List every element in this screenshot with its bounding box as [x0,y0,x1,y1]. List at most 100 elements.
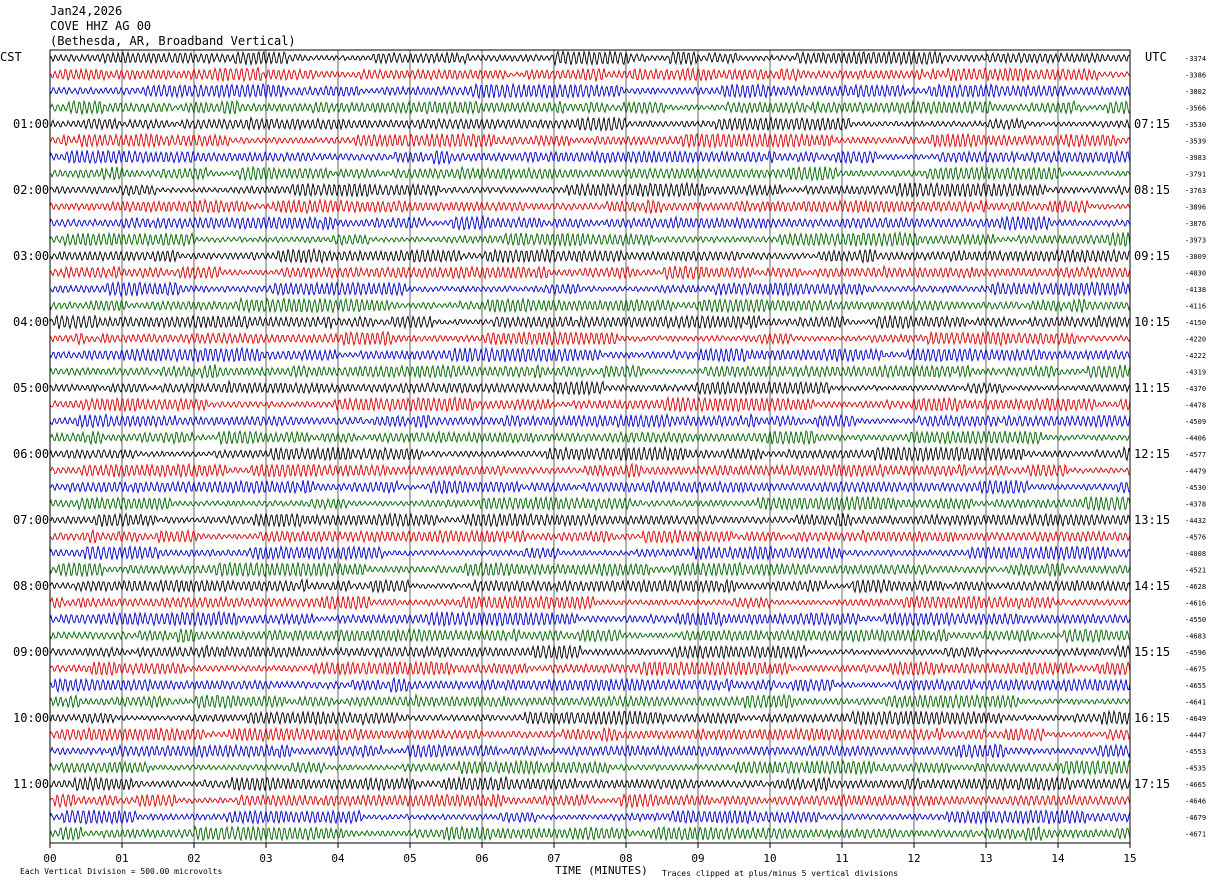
right-hour-label: 09:15 [1134,249,1170,263]
right-hour-label: 14:15 [1134,579,1170,593]
row-offset-label: -3763 [1185,187,1206,195]
trace-row [49,478,1131,496]
row-offset-label: -4616 [1185,600,1206,608]
row-offset-label: -3896 [1185,204,1206,212]
trace-row [49,610,1131,628]
trace-row [49,198,1131,215]
row-offset-label: -4447 [1185,732,1206,740]
trace-row [49,676,1131,694]
row-offset-label: -4576 [1185,534,1206,542]
x-tick-label: 08 [619,852,632,865]
trace-row [49,759,1131,776]
row-offset-label: -3809 [1185,253,1206,261]
row-offset-label: -4138 [1185,286,1206,294]
trace-row [49,247,1131,265]
row-offset-label: -4509 [1185,418,1206,426]
row-offset-label: -4530 [1185,484,1206,492]
trace-row [49,280,1131,298]
trace-row [49,264,1131,281]
row-offset-label: -3386 [1185,72,1206,80]
trace-row [49,709,1131,727]
x-tick-label: 05 [403,852,416,865]
trace-row [49,825,1131,842]
left-hour-label: 04:00 [13,315,49,329]
trace-row [49,82,1131,100]
trace-row [49,379,1131,397]
trace-row [49,149,1131,166]
row-offset-label: -4646 [1185,798,1206,806]
x-tick-label: 11 [835,852,848,865]
x-tick-label: 06 [475,852,488,865]
station-location: (Bethesda, AR, Broadband Vertical) [50,34,296,48]
row-offset-label: -4220 [1185,336,1206,344]
row-offset-label: -4641 [1185,699,1206,707]
row-offset-label: -3566 [1185,105,1206,113]
trace-row [49,462,1131,479]
clip-note: Traces clipped at plus/minus 5 vertical … [662,869,898,878]
left-hour-label: 10:00 [13,711,49,725]
x-tick-label: 03 [259,852,272,865]
row-offset-label: -3374 [1185,55,1206,63]
x-tick-label: 02 [187,852,200,865]
trace-row [49,594,1131,611]
row-offset-label: -4679 [1185,814,1206,822]
left-hour-label: 03:00 [13,249,49,263]
left-hour-label: 07:00 [13,513,49,527]
x-tick-label: 01 [115,852,128,865]
trace-row [49,346,1131,363]
trace-row [49,181,1131,199]
trace-row [49,660,1131,677]
trace-row [49,99,1131,116]
left-hour-label: 02:00 [13,183,49,197]
right-hour-label: 13:15 [1134,513,1170,527]
row-offset-label: -4432 [1185,517,1206,525]
trace-row [49,775,1131,793]
row-offset-label: -4649 [1185,715,1206,723]
plot-frame [49,49,1131,844]
trace-row [49,445,1131,463]
trace-row [49,742,1131,760]
trace-row [49,495,1131,512]
left-hour-label: 09:00 [13,645,49,659]
row-offset-label: -4628 [1185,583,1206,591]
row-offset-label: -4378 [1185,501,1206,509]
row-offset-label: -4577 [1185,451,1206,459]
left-hour-label: 08:00 [13,579,49,593]
trace-row [49,115,1131,133]
right-hour-label: 15:15 [1134,645,1170,659]
trace-row [49,214,1131,232]
row-offset-label: -4535 [1185,765,1206,773]
right-timezone: UTC [1145,50,1167,64]
right-hour-label: 17:15 [1134,777,1170,791]
row-offset-label: -4150 [1185,319,1206,327]
right-hour-label: 11:15 [1134,381,1170,395]
row-offset-label: -4478 [1185,402,1206,410]
left-hour-label: 06:00 [13,447,49,461]
row-offset-label: -4665 [1185,781,1206,789]
trace-row [49,395,1131,414]
right-hour-label: 10:15 [1134,315,1170,329]
plot-date: Jan24,2026 [50,4,123,18]
trace-row [49,792,1131,809]
trace-row [49,692,1131,710]
row-offset-label: -3530 [1185,121,1206,129]
trace-row [49,512,1131,529]
trace-row [49,165,1131,182]
trace-rows [49,49,1131,842]
trace-row [49,429,1131,446]
right-hour-label: 08:15 [1134,183,1170,197]
trace-row [49,412,1131,429]
row-offset-label: -3802 [1185,88,1206,96]
row-offset-label: -4683 [1185,633,1206,641]
station-title: COVE HHZ AG 00 [50,19,152,33]
trace-row [49,808,1131,826]
row-offset-label: -4222 [1185,352,1206,360]
x-tick-label: 10 [763,852,776,865]
row-offset-label: -4319 [1185,369,1206,377]
trace-row [49,627,1131,644]
trace-row [49,132,1131,149]
scale-note: Each Vertical Division = 500.00 microvol… [20,867,222,876]
right-hour-label: 16:15 [1134,711,1170,725]
x-tick-label: 07 [547,852,560,865]
